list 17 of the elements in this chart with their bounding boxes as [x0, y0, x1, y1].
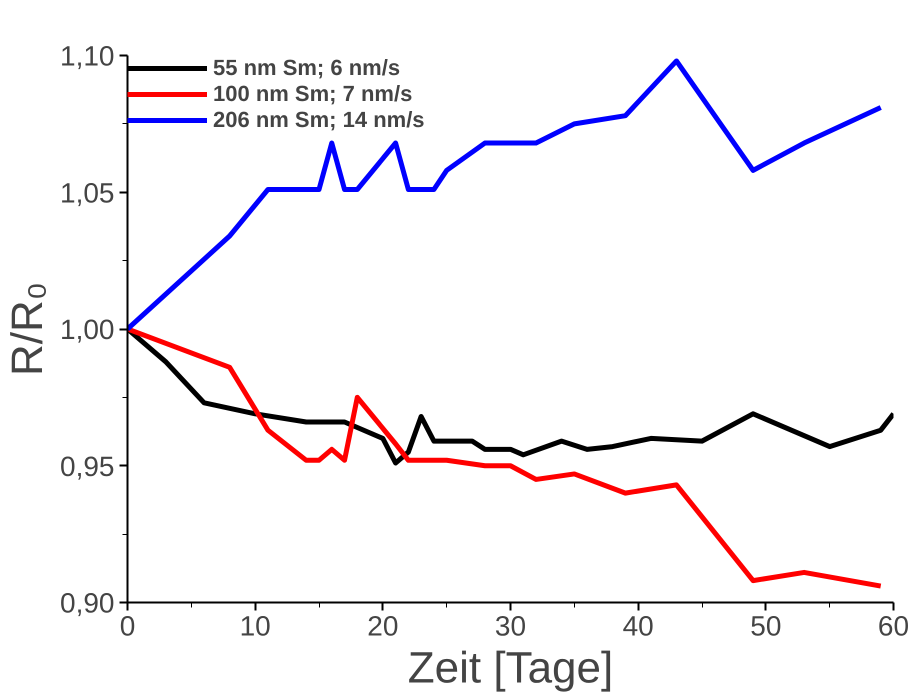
x-tick-label: 10 — [240, 610, 271, 642]
x-tick-label: 0 — [120, 610, 136, 642]
y-axis-title: R/R₀ — [3, 282, 52, 376]
x-tick-label: 30 — [494, 610, 526, 642]
legend-label: 206 nm Sm; 14 nm/s — [213, 107, 425, 133]
y-tick-label: 0,90 — [60, 588, 115, 618]
y-tick-label: 1,10 — [60, 40, 115, 72]
y-tick-label: 1,00 — [60, 314, 115, 345]
x-axis-title: Zeit [Tage] — [408, 644, 614, 692]
legend-label: 100 nm Sm; 7 nm/s — [213, 81, 412, 107]
x-tick-label: 40 — [622, 610, 654, 642]
legend-label: 55 nm Sm; 6 nm/s — [213, 55, 400, 81]
x-tick-label: 60 — [878, 610, 910, 642]
y-tick-label: 1,05 — [60, 177, 115, 208]
x-tick-label: 20 — [367, 610, 398, 642]
y-tick-label: 0,95 — [60, 450, 115, 482]
x-tick-label: 50 — [750, 610, 782, 642]
